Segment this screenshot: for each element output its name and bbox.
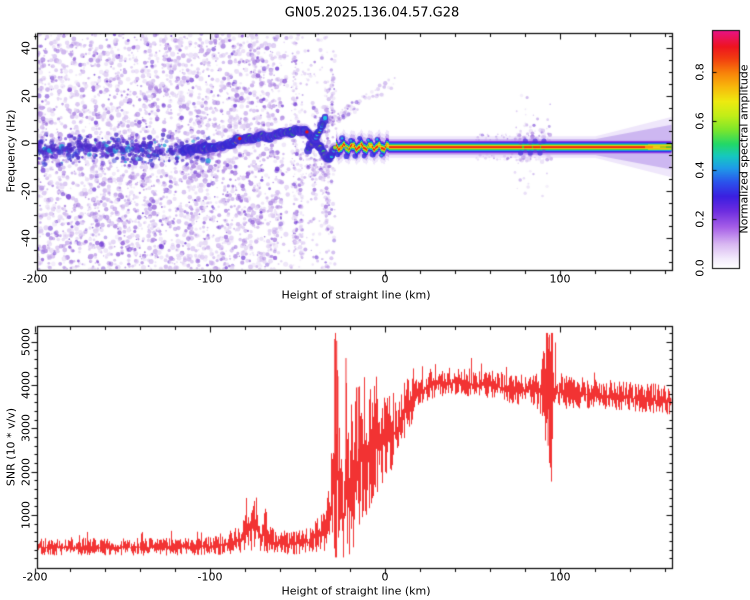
- bottom-y-tick-label: 3000: [19, 414, 33, 443]
- bottom-x-axis-label: Height of straight line (km): [281, 584, 431, 598]
- bottom-x-tick-label: 0: [381, 570, 389, 584]
- top-y-tick-label: 20: [19, 88, 33, 103]
- colorbar-label: Normalized spectral amplitude: [737, 64, 750, 234]
- top-x-tick-label: 0: [381, 272, 389, 286]
- colorbar-tick-label: 0.0: [693, 259, 707, 277]
- bottom-y-axis-label: SNR (10 * v/v): [4, 407, 18, 487]
- colorbar-tick-label: 0.6: [693, 112, 707, 130]
- bottom-y-tick-label: 5000: [19, 327, 33, 356]
- colorbar-tick-label: 0.8: [693, 62, 707, 81]
- top-y-tick-label: 40: [19, 41, 33, 56]
- top-y-tick-label: -20: [19, 181, 33, 200]
- figure-title: GN05.2025.136.04.57.G28: [284, 5, 460, 21]
- bottom-x-tick-label: 100: [549, 570, 571, 584]
- bottom-x-tick-label: -100: [197, 570, 223, 584]
- top-x-tick-label: -100: [197, 272, 223, 286]
- bottom-y-tick-label: 1000: [19, 501, 33, 530]
- top-y-tick-label: -40: [19, 229, 33, 248]
- top-x-tick-label: -200: [22, 272, 48, 286]
- top-y-axis-label: Frequency (Hz): [4, 109, 18, 193]
- colorbar-tick-label: 0.4: [693, 161, 707, 179]
- bottom-y-tick-label: 4000: [19, 370, 33, 399]
- top-y-tick-label: 0: [19, 139, 33, 147]
- colorbar-tick-label: 0.2: [693, 210, 707, 228]
- bottom-y-tick-label: 2000: [19, 457, 33, 486]
- top-x-axis-label: Height of straight line (km): [281, 288, 431, 302]
- bottom-x-tick-label: -200: [22, 570, 48, 584]
- top-x-tick-label: 100: [549, 272, 571, 286]
